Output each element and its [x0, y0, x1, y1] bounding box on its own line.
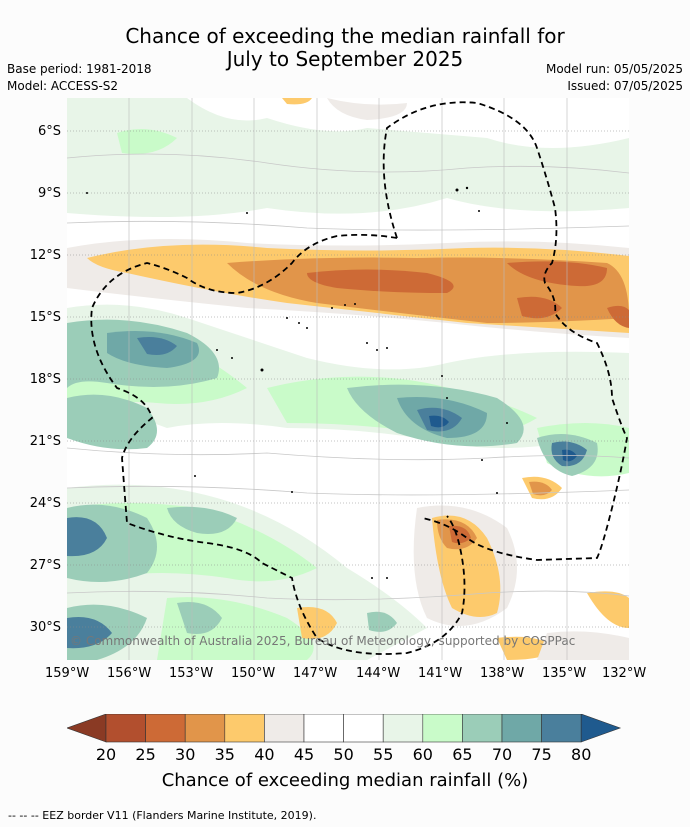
lon-label: 159°W: [45, 666, 90, 681]
contour-lines: [67, 153, 629, 601]
zone-blue-p: [67, 617, 112, 649]
colorbar: [67, 714, 622, 743]
zone-grey-north: [327, 98, 407, 120]
zone-yellow-north: [282, 98, 312, 105]
title-line-1: Chance of exceeding the median rainfall …: [125, 24, 565, 48]
copyright-notice: © Commonwealth of Australia 2025, Bureau…: [70, 634, 576, 648]
zone-dark-orange-a: [307, 269, 454, 293]
eez-borders: [90, 101, 628, 655]
lon-label: 138°W: [480, 666, 525, 681]
lat-label: 9°S: [37, 186, 61, 201]
zone-teal-q: [177, 602, 222, 634]
lat-label: 30°S: [29, 620, 61, 635]
colorbar-segment: [343, 714, 384, 743]
eez-legend-note: -- -- -- EEZ border V11 (Flanders Marine…: [8, 809, 317, 822]
lon-label: 147°W: [293, 666, 338, 681]
colorbar-segment: [501, 714, 542, 743]
zone-green-d: [117, 129, 177, 154]
lat-label: 18°S: [29, 372, 61, 387]
zone-orange-e: [529, 481, 552, 496]
lon-label: 156°W: [107, 666, 152, 681]
colorbar-segment: [382, 714, 424, 743]
lat-label: 21°S: [29, 434, 61, 449]
colorbar-arrow-low: [67, 714, 107, 743]
colorbar-tick-label: 75: [531, 745, 552, 764]
zone-dark-orange-d: [607, 305, 629, 328]
colorbar-tick-label: 20: [95, 745, 117, 764]
rainfall-map: [67, 98, 629, 660]
colorbar-segment: [145, 714, 186, 743]
model-name: Model: ACCESS-S2: [7, 79, 119, 93]
zone-dark-orange-c: [517, 296, 562, 319]
islands: [86, 186, 508, 579]
zone-blue-c: [137, 337, 177, 355]
zone-teal-r: [367, 611, 397, 632]
base-period: Base period: 1981-2018: [7, 62, 152, 76]
lat-gridlines: [67, 130, 629, 628]
colorbar-tick-label: 65: [452, 745, 473, 764]
colorbar-label: Chance of exceeding median rainfall (%): [161, 770, 529, 791]
colorbar-tick-label: 80: [571, 745, 592, 764]
colorbar-tick-label: 70: [491, 745, 513, 764]
lat-label: 24°S: [29, 496, 61, 511]
colorbar-segment: [224, 714, 265, 743]
colorbar-tick-label: 45: [293, 745, 315, 764]
lon-label: 132°W: [602, 666, 647, 681]
colorbar-segment: [264, 714, 305, 743]
colorbar-tick-label: 30: [175, 745, 196, 764]
lon-label: 144°W: [356, 666, 401, 681]
lon-label: 153°W: [169, 666, 214, 681]
lon-gridlines: [128, 98, 568, 660]
lon-label: 150°W: [231, 666, 276, 681]
colorbar-tick-label: 60: [412, 745, 433, 764]
colorbar-tick-label: 40: [254, 745, 275, 764]
issued-date: Issued: 07/05/2025: [567, 79, 683, 93]
colorbar-segment: [462, 714, 503, 743]
colorbar-tick-label: 50: [333, 745, 354, 764]
colorbar-segment: [184, 714, 226, 743]
zone-teal-n: [167, 506, 237, 534]
lon-label: 135°W: [542, 666, 587, 681]
zone-dark-orange-b: [507, 261, 607, 287]
title-line-2: July to September 2025: [226, 47, 464, 71]
colorbar-tick-label: 55: [373, 745, 394, 764]
colorbar-segment: [422, 714, 463, 743]
lat-label: 27°S: [29, 558, 61, 573]
colorbar-segment: [105, 714, 146, 743]
zone-blue-h: [429, 415, 449, 428]
model-run: Model run: 05/05/2025: [545, 62, 683, 76]
lon-label: 141°W: [418, 666, 463, 681]
zone-light-green-north: [67, 98, 629, 217]
lat-label: 6°S: [37, 124, 61, 139]
lat-label: 12°S: [29, 248, 61, 263]
colorbar-arrow-high: [580, 714, 622, 743]
colorbar-tick-label: 25: [135, 745, 156, 764]
lat-label: 15°S: [29, 310, 61, 325]
zone-grey-e: [537, 631, 629, 660]
zone-yellow-g: [587, 591, 629, 628]
colorbar-segment: [303, 714, 344, 743]
zone-blue-m: [67, 517, 107, 557]
colorbar-segment: [541, 714, 582, 743]
colorbar-tick-label: 35: [214, 745, 235, 764]
